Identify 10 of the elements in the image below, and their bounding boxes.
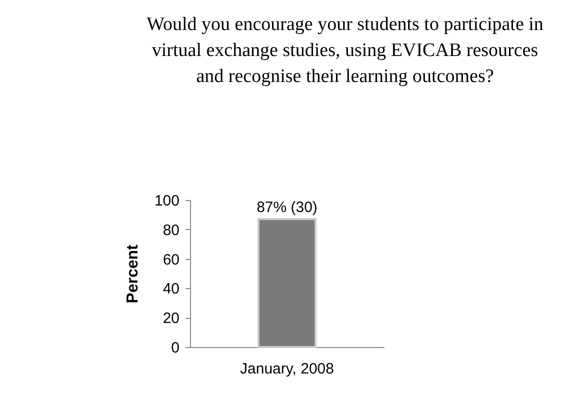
data-label: 87% (30) <box>256 199 318 216</box>
y-axis-title: Percent <box>124 244 142 304</box>
y-tick-label: 40 <box>162 280 180 298</box>
y-tick-label: 60 <box>162 251 180 268</box>
y-tick-label: 80 <box>162 222 180 239</box>
chart-title: Would you encourage your students to participate in virtual exchange studies, using EVICAB resources and recognise their learning outcomes? <box>146 13 544 89</box>
x-tick-label: January, 2008 <box>240 360 334 378</box>
y-tick-label: 0 <box>171 340 180 356</box>
y-tick-label: 100 <box>154 192 180 210</box>
y-tick-label: 20 <box>162 310 180 328</box>
